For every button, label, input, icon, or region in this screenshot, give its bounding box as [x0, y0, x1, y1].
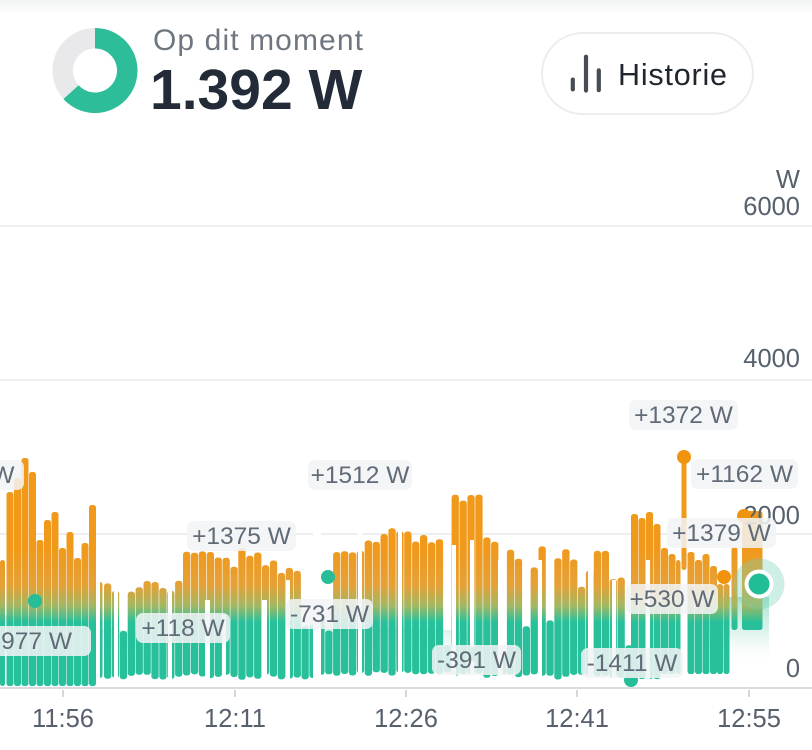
svg-text:+1512 W: +1512 W	[311, 462, 411, 489]
svg-text:+530 W: +530 W	[629, 586, 715, 613]
svg-text:12:55: 12:55	[717, 705, 781, 733]
svg-text:11:56: 11:56	[32, 705, 94, 733]
svg-text:4000: 4000	[743, 345, 800, 373]
svg-text:-977 W: -977 W	[0, 628, 73, 655]
svg-text:12:26: 12:26	[374, 705, 438, 733]
svg-text:-1411 W: -1411 W	[587, 650, 679, 677]
svg-text:-731 W: -731 W	[290, 601, 370, 628]
svg-text:0: 0	[786, 655, 800, 683]
svg-text:+1379 W: +1379 W	[672, 520, 772, 547]
svg-text:W: W	[776, 166, 800, 194]
svg-text:12:11: 12:11	[204, 705, 266, 733]
svg-text:+1372 W: +1372 W	[634, 402, 734, 429]
svg-text:6000: 6000	[743, 193, 800, 221]
svg-text:12:41: 12:41	[545, 705, 609, 733]
svg-text:-391 W: -391 W	[437, 647, 517, 674]
svg-text:+1375 W: +1375 W	[192, 523, 292, 550]
svg-text:+1162 W: +1162 W	[696, 461, 794, 488]
svg-text:+118 W: +118 W	[141, 615, 225, 642]
svg-text:+937 W: +937 W	[0, 462, 15, 489]
